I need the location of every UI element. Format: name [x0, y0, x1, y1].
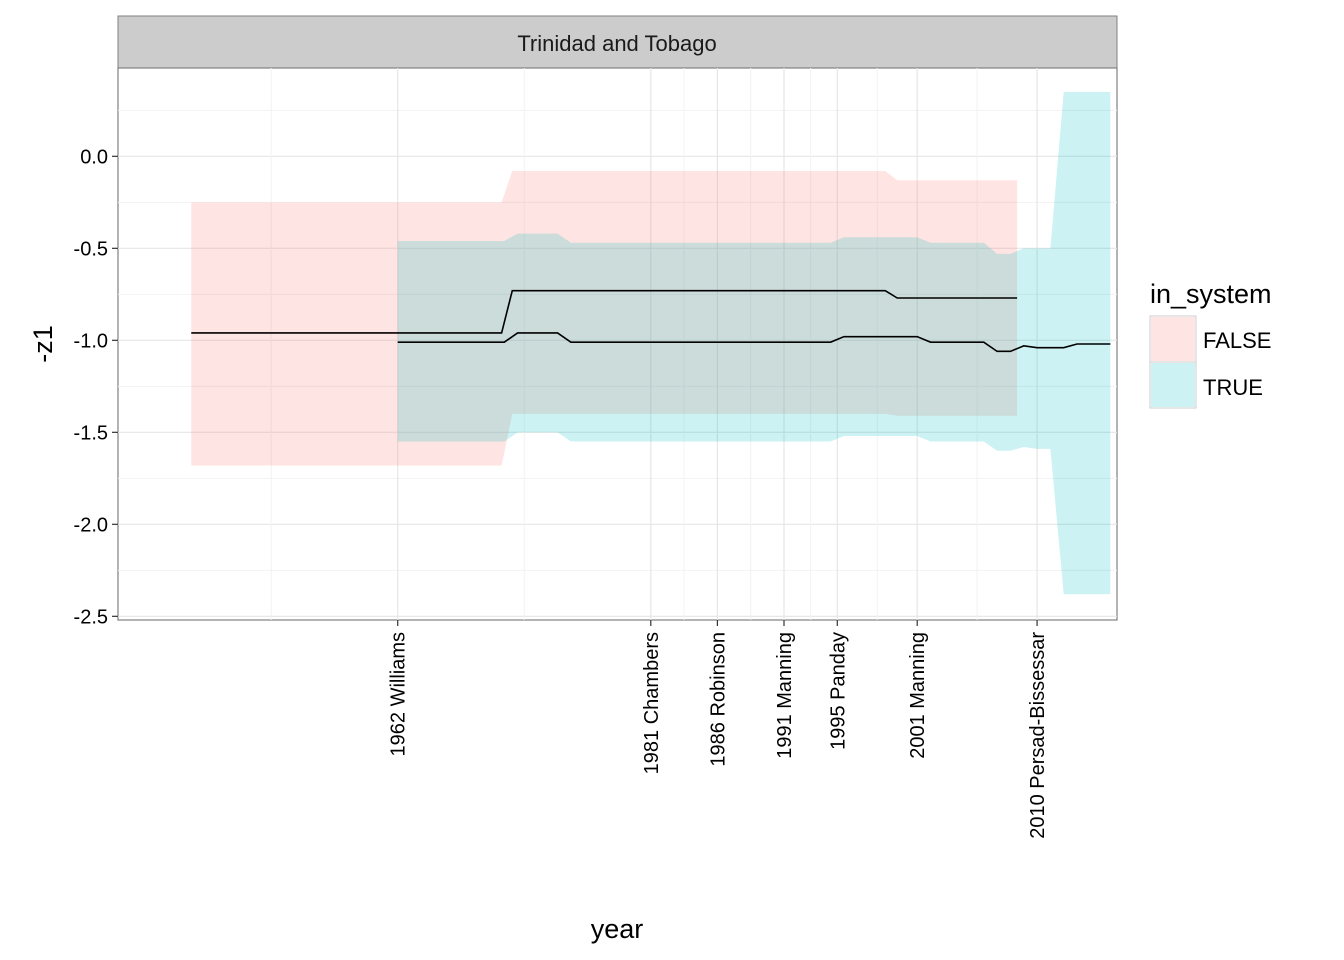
legend: in_system FALSE TRUE — [1149, 279, 1272, 409]
legend-key-false — [1149, 315, 1197, 363]
legend-key-true — [1149, 361, 1197, 409]
x-axis-title: year — [591, 914, 644, 944]
y-tick-label: -2.5 — [74, 606, 108, 628]
legend-swatch-false — [1151, 317, 1195, 361]
x-tick-label: 1991 Manning — [774, 632, 796, 759]
x-tick-label: 2010 Persad-Bissessar — [1027, 632, 1049, 839]
x-tick-label: 1962 Williams — [388, 632, 410, 756]
plot-panel — [117, 67, 1118, 621]
x-tick-label: 2001 Manning — [907, 632, 929, 759]
legend-label-false: FALSE — [1203, 328, 1271, 353]
x-tick-label: 1995 Panday — [827, 632, 849, 750]
legend-title: in_system — [1150, 279, 1272, 309]
y-tick-label: -1.5 — [74, 422, 108, 444]
y-tick-label: -2.0 — [74, 514, 108, 536]
line-true — [397, 332, 1111, 353]
y-tick-label: -0.5 — [74, 238, 108, 260]
facet-title: Trinidad and Tobago — [517, 31, 716, 56]
legend-label-true: TRUE — [1203, 375, 1263, 400]
grid — [118, 68, 1117, 620]
legend-swatch-true — [1151, 363, 1195, 407]
facet-strip — [117, 15, 1118, 69]
x-tick-label: 1981 Chambers — [641, 632, 663, 774]
x-tick-label: 1986 Robinson — [707, 632, 729, 767]
y-axis-title: -z1 — [28, 325, 58, 363]
line-false — [191, 289, 1018, 334]
line-layer — [191, 289, 1111, 353]
ribbon-true — [397, 91, 1111, 595]
ribbon-false — [191, 171, 1018, 466]
axes: 0.0 -0.5 -1.0 -1.5 -2.0 -2.5 1962 Williams 1981… — [74, 146, 1050, 838]
y-tick-label: 0.0 — [80, 146, 108, 168]
y-tick-label: -1.0 — [74, 330, 108, 352]
ribbon-layer — [191, 91, 1111, 595]
